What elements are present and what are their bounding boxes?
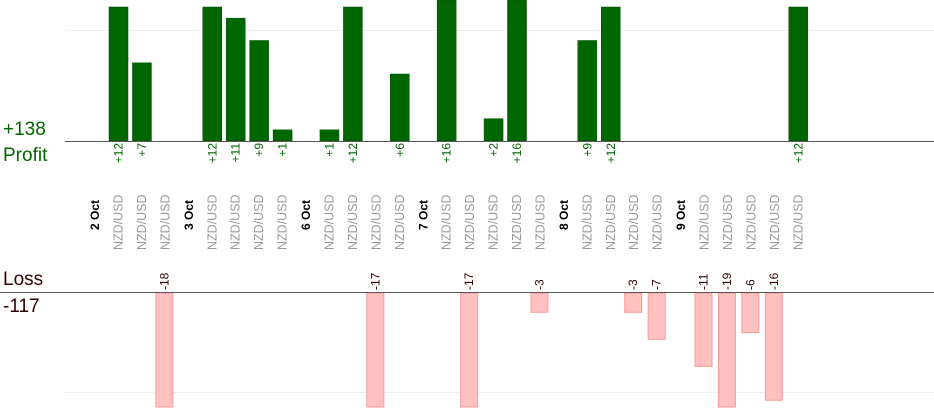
value-label: -6 bbox=[743, 279, 757, 290]
pair-label: NZD/USD bbox=[369, 194, 383, 250]
value-label: +16 bbox=[510, 143, 524, 164]
axis-layer bbox=[0, 141, 934, 293]
date-label: 8 Oct bbox=[557, 200, 571, 230]
pair-label: NZD/USD bbox=[533, 194, 547, 250]
pair-label: NZD/USD bbox=[346, 194, 360, 250]
profit-bar bbox=[202, 6, 222, 142]
pair-label: NZD/USD bbox=[744, 194, 758, 250]
profit-bar bbox=[272, 129, 293, 142]
date-label: 6 Oct bbox=[299, 200, 313, 230]
profit-total: +138 bbox=[3, 119, 46, 140]
profit-bar bbox=[390, 73, 410, 142]
value-label: +11 bbox=[229, 143, 243, 163]
profit-bar bbox=[343, 6, 363, 142]
loss-bar bbox=[717, 292, 736, 408]
value-label: -3 bbox=[626, 279, 640, 290]
date-label: 3 Oct bbox=[182, 200, 196, 230]
value-label: +12 bbox=[346, 143, 360, 164]
bar-layer bbox=[108, 0, 809, 408]
loss-bar bbox=[741, 292, 760, 334]
pair-label: NZD/USD bbox=[463, 194, 477, 250]
pair-label: NZD/USD bbox=[580, 194, 594, 250]
value-label: -3 bbox=[532, 279, 546, 290]
loss-bar bbox=[155, 292, 174, 408]
pair-label: NZD/USD bbox=[276, 194, 290, 250]
loss-bar bbox=[624, 292, 643, 313]
loss-label: Loss bbox=[3, 269, 44, 290]
pair-label: NZD/USD bbox=[252, 194, 266, 250]
profit-bar bbox=[601, 6, 621, 142]
pair-label: NZD/USD bbox=[768, 194, 782, 250]
profit-bar bbox=[788, 6, 809, 142]
value-label: +12 bbox=[604, 143, 618, 164]
pair-label: NZD/USD bbox=[112, 194, 126, 250]
loss-bar bbox=[647, 292, 666, 340]
date-label: 2 Oct bbox=[88, 200, 102, 230]
pair-label: NZD/USD bbox=[510, 194, 524, 250]
value-label: -17 bbox=[462, 272, 476, 290]
pair-label: NZD/USD bbox=[205, 194, 219, 250]
pair-label: NZD/USD bbox=[627, 194, 641, 250]
label-layer: 2 Oct NZD/USD +12 NZD/USD +7 NZD/USD -18 3 Oct N… bbox=[88, 143, 805, 290]
value-label: -7 bbox=[650, 279, 664, 290]
pair-label: NZD/USD bbox=[604, 194, 618, 250]
profit-bar bbox=[108, 6, 129, 142]
profit-bar bbox=[507, 0, 527, 142]
pair-label: NZD/USD bbox=[721, 194, 735, 250]
value-label: +12 bbox=[791, 143, 805, 164]
value-label: -19 bbox=[720, 272, 734, 290]
pair-label: NZD/USD bbox=[393, 194, 407, 250]
value-label: +7 bbox=[135, 143, 149, 157]
pair-label: NZD/USD bbox=[229, 194, 243, 250]
loss-bar bbox=[694, 292, 713, 367]
date-label: 9 Oct bbox=[674, 200, 688, 230]
loss-bar bbox=[530, 292, 549, 313]
value-label: +6 bbox=[393, 143, 407, 157]
value-label: -17 bbox=[368, 272, 382, 290]
value-label: -11 bbox=[697, 273, 711, 290]
value-label: +12 bbox=[205, 143, 219, 164]
loss-bar bbox=[460, 292, 479, 408]
value-label: +9 bbox=[252, 143, 266, 157]
profit-bar bbox=[436, 0, 457, 142]
profit-bar bbox=[577, 40, 598, 142]
profit-bar bbox=[249, 40, 269, 142]
date-label: 7 Oct bbox=[416, 200, 430, 230]
loss-bar bbox=[366, 292, 385, 408]
profit-bar bbox=[132, 62, 152, 142]
pair-label: NZD/USD bbox=[698, 194, 712, 250]
profit-label: Profit bbox=[3, 145, 48, 166]
pair-label: NZD/USD bbox=[135, 194, 149, 250]
profit-bar bbox=[319, 129, 340, 142]
value-label: +12 bbox=[112, 143, 126, 164]
value-label: +9 bbox=[580, 143, 594, 157]
pair-label: NZD/USD bbox=[158, 194, 172, 250]
value-label: +1 bbox=[322, 143, 336, 157]
pair-label: NZD/USD bbox=[487, 194, 501, 250]
pair-label: NZD/USD bbox=[791, 194, 805, 250]
pair-label: NZD/USD bbox=[651, 194, 665, 250]
loss-bar bbox=[764, 292, 783, 401]
pair-label: NZD/USD bbox=[440, 194, 454, 250]
value-label: -16 bbox=[767, 272, 781, 290]
value-label: -18 bbox=[157, 272, 171, 290]
value-label: +1 bbox=[276, 143, 290, 157]
profit-bar bbox=[483, 118, 504, 142]
value-label: +2 bbox=[487, 143, 501, 157]
pair-label: NZD/USD bbox=[322, 194, 336, 250]
value-label: +16 bbox=[440, 143, 454, 164]
loss-total: -117 bbox=[3, 296, 40, 317]
profit-bar bbox=[225, 17, 246, 142]
